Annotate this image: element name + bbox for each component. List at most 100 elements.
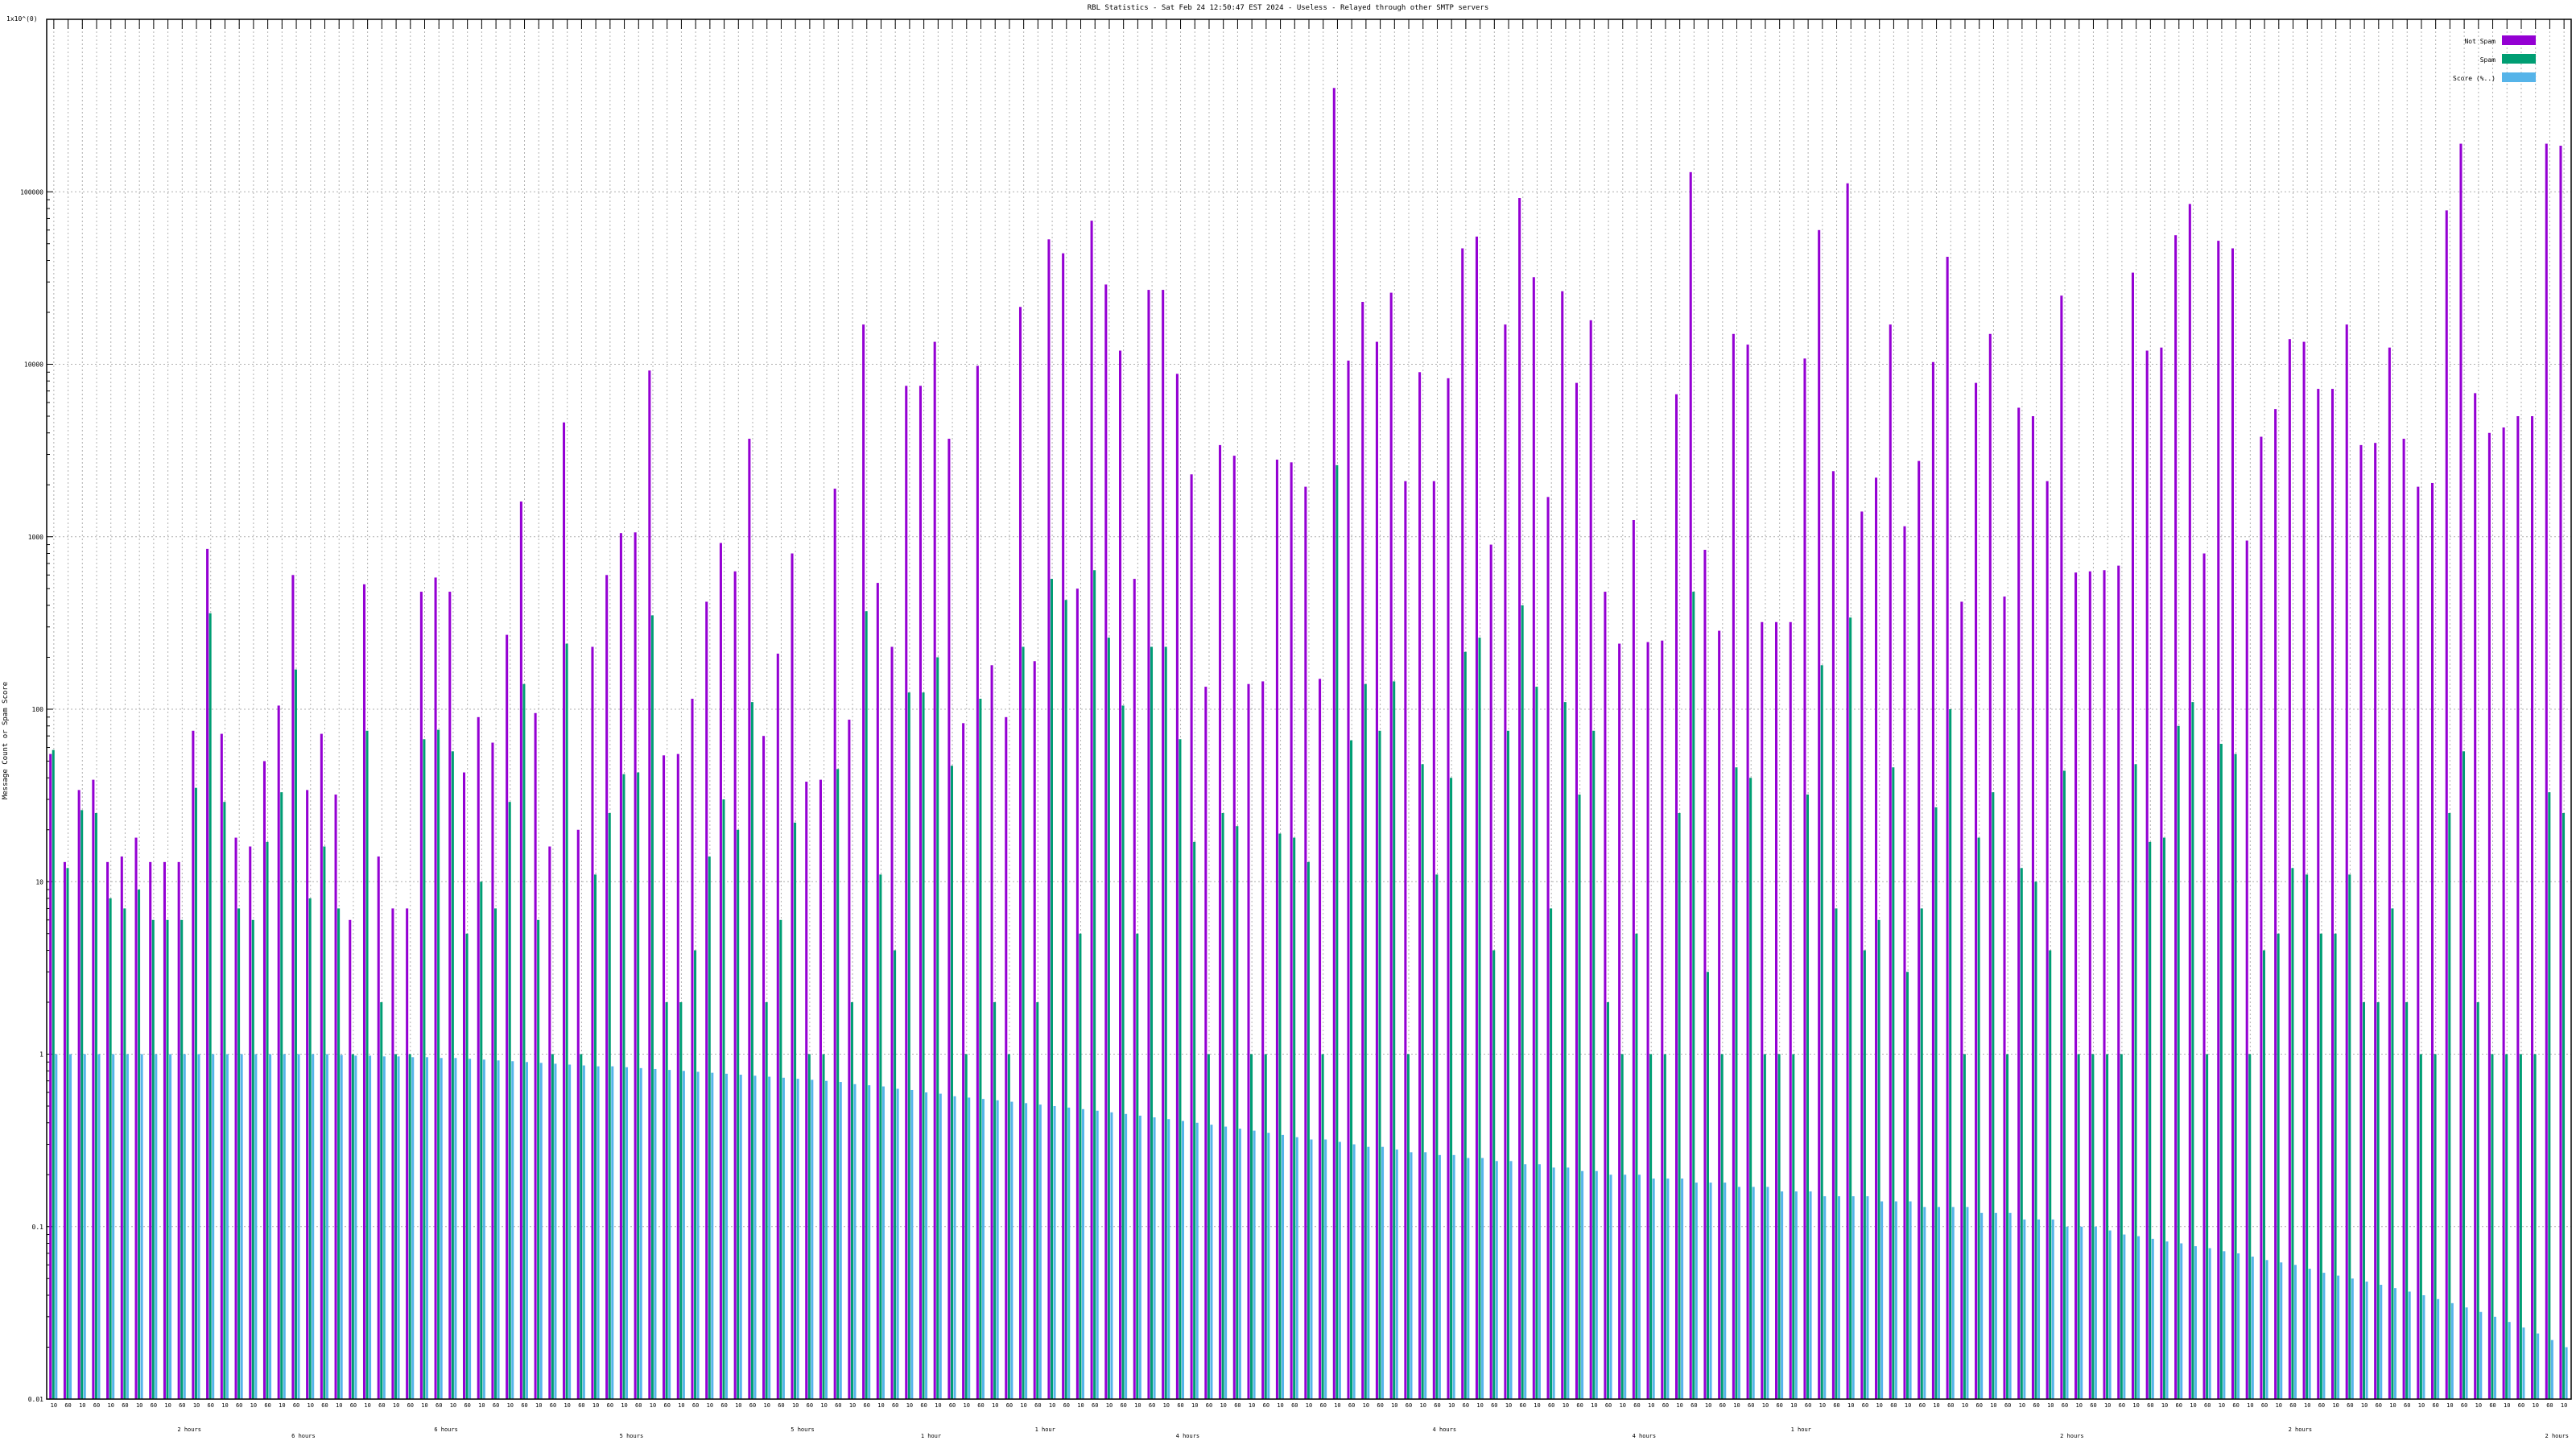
- bar-score: [881, 1086, 885, 1399]
- bar-group: [2131, 272, 2140, 1400]
- bar-score: [2066, 1226, 2069, 1399]
- x-tick-label: 10: [707, 1402, 713, 1409]
- bar-score: [1567, 1167, 1570, 1399]
- x-group-label: 4 hours: [1633, 1433, 1657, 1439]
- bar-not: [862, 324, 865, 1399]
- bar-score: [1509, 1161, 1513, 1399]
- x-tick-label: 10: [1876, 1402, 1882, 1409]
- x-tick-label: 60: [1120, 1402, 1126, 1409]
- x-group-label: 2 hours: [177, 1426, 201, 1433]
- bar-group: [1988, 333, 1997, 1399]
- x-tick-label: 60: [550, 1402, 556, 1409]
- x-tick-label: 60: [663, 1402, 670, 1409]
- bar-spam: [1450, 778, 1453, 1399]
- bar-not: [905, 386, 908, 1400]
- bar-group: [377, 856, 386, 1399]
- bar-not: [1604, 592, 1607, 1399]
- bar-spam: [807, 1054, 811, 1399]
- bar-score: [939, 1093, 942, 1399]
- bar-not: [149, 861, 152, 1399]
- bar-group: [1975, 382, 1984, 1399]
- bar-group: [106, 861, 115, 1399]
- bar-spam: [1735, 767, 1738, 1399]
- bar-score: [2422, 1295, 2425, 1399]
- bar-group: [1090, 221, 1099, 1400]
- bar-spam: [2034, 881, 2037, 1399]
- bar-group: [2217, 241, 2226, 1399]
- bar-spam: [936, 657, 939, 1399]
- x-tick-label: 60: [1206, 1402, 1212, 1409]
- bar-group: [249, 846, 258, 1399]
- x-tick-label: 60: [807, 1402, 813, 1409]
- bar-spam: [151, 919, 155, 1399]
- x-tick-label: 60: [1319, 1402, 1326, 1409]
- bar-spam: [1364, 683, 1367, 1399]
- bar-score: [1224, 1126, 1228, 1399]
- x-tick-label: 60: [1719, 1402, 1726, 1409]
- bar-score: [2223, 1251, 2226, 1399]
- bar-not: [1375, 341, 1378, 1400]
- bar-not: [1119, 350, 1122, 1400]
- bar-group: [206, 548, 215, 1399]
- bar-not: [1232, 456, 1236, 1400]
- x-group-label: 2 hours: [2060, 1433, 2084, 1439]
- bar-spam: [2206, 1054, 2209, 1399]
- bar-not: [548, 846, 551, 1399]
- bar-spam: [1820, 665, 1823, 1399]
- bar-group: [1005, 716, 1013, 1399]
- bar-spam: [2277, 933, 2280, 1399]
- bar-spam: [308, 898, 312, 1399]
- x-tick-label: 10: [1819, 1402, 1826, 1409]
- bar-group: [1432, 481, 1441, 1399]
- bar-spam: [1934, 807, 1938, 1399]
- bar-score: [2151, 1238, 2154, 1399]
- bar-group: [1290, 462, 1298, 1399]
- bar-spam: [1463, 651, 1467, 1399]
- y-tick-label: 0.1: [32, 1224, 44, 1231]
- bar-score: [1295, 1137, 1298, 1399]
- x-tick-label: 60: [151, 1402, 157, 1409]
- bar-not: [234, 837, 237, 1399]
- x-tick-label: 10: [735, 1402, 741, 1409]
- bar-spam: [2191, 702, 2194, 1399]
- bar-score: [225, 1054, 229, 1399]
- bar-score: [696, 1071, 700, 1399]
- bar-score: [1110, 1112, 1113, 1399]
- bar-spam: [2348, 874, 2351, 1399]
- bar-not: [2388, 347, 2391, 1399]
- x-tick-label: 10: [1790, 1402, 1797, 1409]
- x-tick-label: 10: [2076, 1402, 2083, 1409]
- legend-swatch: [2502, 35, 2536, 45]
- bar-score: [1951, 1207, 1955, 1399]
- bar-group: [2245, 540, 2254, 1399]
- bar-not: [1332, 88, 1335, 1399]
- bar-not: [1062, 253, 1065, 1399]
- bar-spam: [2120, 1054, 2123, 1399]
- bar-score: [1081, 1108, 1084, 1399]
- bar-not: [733, 571, 737, 1400]
- bar-not: [919, 386, 923, 1400]
- bar-spam: [779, 919, 782, 1399]
- bar-score: [1581, 1170, 1584, 1399]
- bar-group: [933, 341, 942, 1400]
- x-tick-label: 10: [2190, 1402, 2196, 1409]
- bar-group: [733, 571, 742, 1400]
- x-tick-label: 10: [1049, 1402, 1055, 1409]
- x-tick-label: 60: [1548, 1402, 1554, 1409]
- bar-group: [2431, 482, 2440, 1399]
- x-tick-label: 60: [635, 1402, 642, 1409]
- x-tick-label: 60: [1947, 1402, 1954, 1409]
- x-tick-label: 10: [1448, 1402, 1455, 1409]
- bar-spam: [1663, 1054, 1666, 1399]
- bar-score: [1138, 1115, 1141, 1399]
- bar-spam: [166, 919, 169, 1399]
- x-tick-label: 10: [1020, 1402, 1026, 1409]
- bar-spam: [2262, 950, 2265, 1399]
- bar-group: [320, 733, 328, 1399]
- bar-spam: [351, 1054, 354, 1399]
- bar-group: [2188, 204, 2197, 1400]
- x-tick-label: 60: [2347, 1402, 2353, 1409]
- bar-group: [1931, 361, 1941, 1399]
- x-tick-label: 10: [108, 1402, 114, 1409]
- bar-not: [1389, 292, 1393, 1400]
